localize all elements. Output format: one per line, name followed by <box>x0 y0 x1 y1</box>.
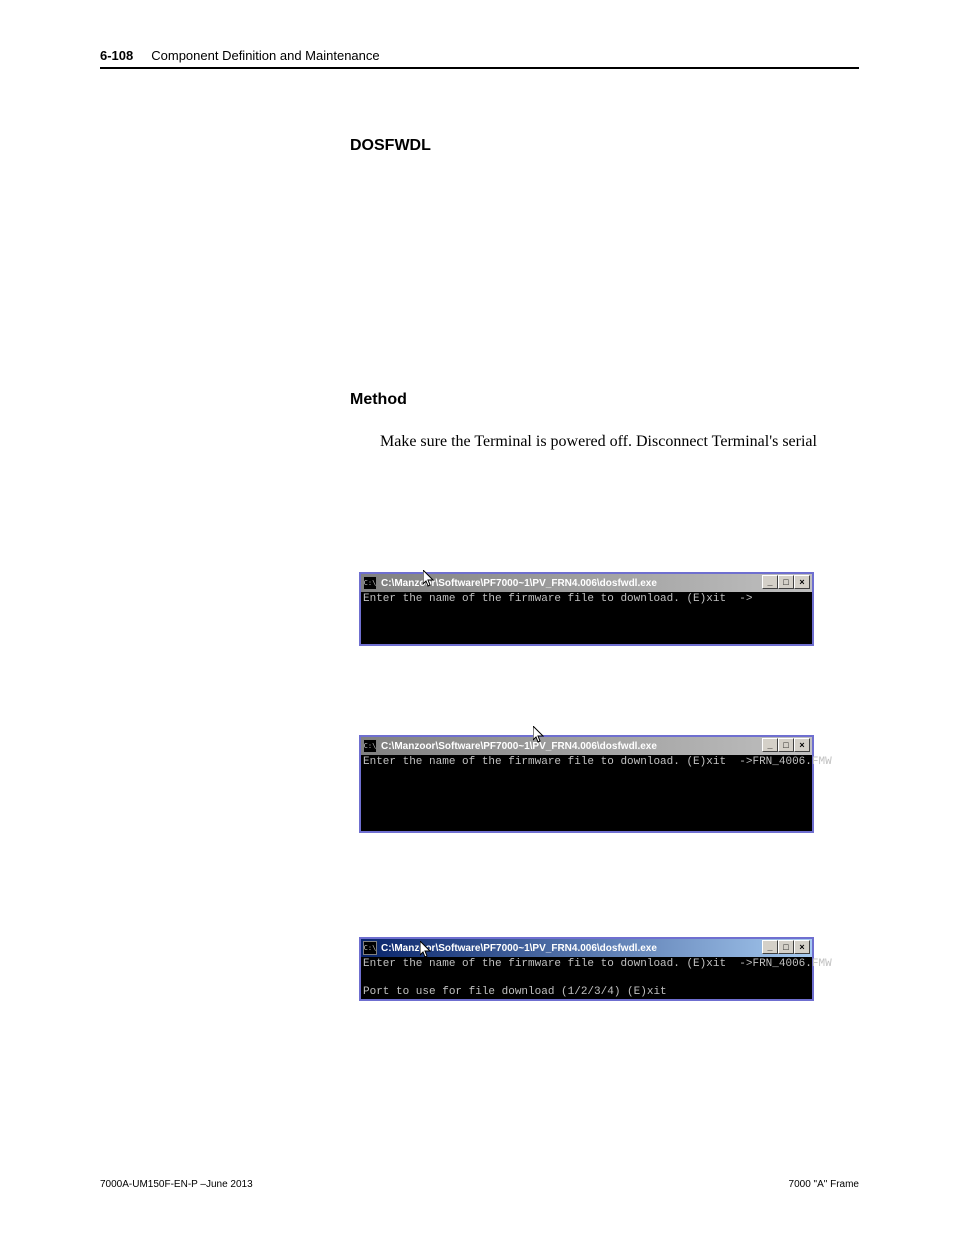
page-number: 6-108 <box>100 48 133 63</box>
maximize-button[interactable]: □ <box>778 940 794 954</box>
minimize-button[interactable]: _ <box>762 575 778 589</box>
cmd-prompt-icon: C:\ <box>363 739 377 753</box>
cmd-prompt-icon: C:\ <box>363 576 377 590</box>
header-chapter-title: Component Definition and Maintenance <box>151 48 379 63</box>
close-button[interactable]: × <box>794 738 810 752</box>
maximize-button[interactable]: □ <box>778 575 794 589</box>
footer-right: 7000 "A" Frame <box>789 1179 859 1190</box>
minimize-button[interactable]: _ <box>762 940 778 954</box>
close-button[interactable]: × <box>794 575 810 589</box>
cmd-window-3: C:\ C:\Manzoor\Software\PF7000~1\PV_FRN4… <box>359 937 814 1001</box>
cmd-body-3: Enter the name of the firmware file to d… <box>361 957 812 999</box>
minimize-button[interactable]: _ <box>762 738 778 752</box>
cmd-window-2: C:\ C:\Manzoor\Software\PF7000~1\PV_FRN4… <box>359 735 814 833</box>
cmd-title-text-1: C:\Manzoor\Software\PF7000~1\PV_FRN4.006… <box>381 578 657 589</box>
page-header: 6-108 Component Definition and Maintenan… <box>100 48 859 69</box>
cmd-prompt-icon: C:\ <box>363 941 377 955</box>
body-paragraph: Make sure the Terminal is powered off. D… <box>380 433 859 451</box>
section-title-method: Method <box>350 391 407 409</box>
close-button[interactable]: × <box>794 940 810 954</box>
cmd-title-text-3: C:\Manzoor\Software\PF7000~1\PV_FRN4.006… <box>381 943 657 954</box>
window-controls: _ □ × <box>762 940 810 954</box>
cmd-body-1: Enter the name of the firmware file to d… <box>361 592 812 644</box>
section-title-dosfwdl: DOSFWDL <box>350 137 431 155</box>
footer-left: 7000A-UM150F-EN-P –June 2013 <box>100 1179 253 1190</box>
window-controls: _ □ × <box>762 738 810 752</box>
cmd-body-2: Enter the name of the firmware file to d… <box>361 755 812 831</box>
cmd-titlebar-1[interactable]: C:\ C:\Manzoor\Software\PF7000~1\PV_FRN4… <box>361 574 812 592</box>
cmd-window-1: C:\ C:\Manzoor\Software\PF7000~1\PV_FRN4… <box>359 572 814 646</box>
cmd-titlebar-2[interactable]: C:\ C:\Manzoor\Software\PF7000~1\PV_FRN4… <box>361 737 812 755</box>
cmd-titlebar-3[interactable]: C:\ C:\Manzoor\Software\PF7000~1\PV_FRN4… <box>361 939 812 957</box>
cmd-title-text-2: C:\Manzoor\Software\PF7000~1\PV_FRN4.006… <box>381 741 657 752</box>
maximize-button[interactable]: □ <box>778 738 794 752</box>
window-controls: _ □ × <box>762 575 810 589</box>
